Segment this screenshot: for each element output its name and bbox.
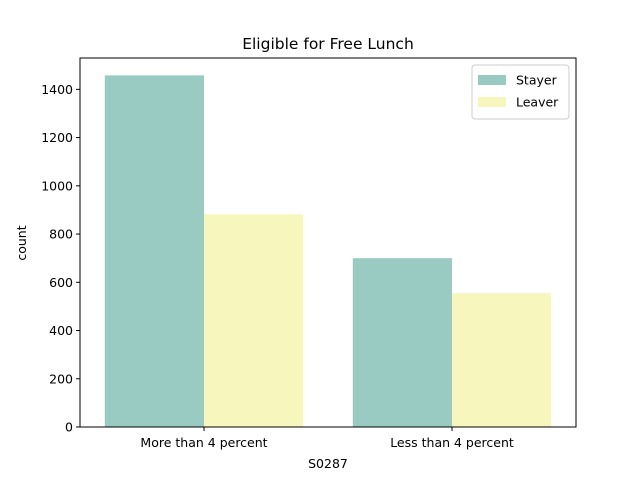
y-axis-label: count bbox=[14, 225, 29, 260]
y-tick-label: 0 bbox=[65, 420, 73, 435]
legend-swatch-stayer bbox=[478, 75, 506, 85]
y-tick-label: 800 bbox=[49, 227, 73, 242]
legend-label-leaver: Leaver bbox=[516, 95, 559, 110]
legend-swatch-leaver bbox=[478, 97, 506, 107]
bar-leaver-0 bbox=[204, 214, 304, 427]
legend-label-stayer: Stayer bbox=[516, 73, 558, 88]
chart-title: Eligible for Free Lunch bbox=[242, 35, 414, 53]
legend: Stayer Leaver bbox=[471, 64, 570, 120]
plot-frame bbox=[79, 57, 577, 428]
y-tick-label: 600 bbox=[49, 275, 73, 290]
bar-leaver-1 bbox=[452, 293, 552, 427]
y-tick-label: 1400 bbox=[41, 82, 73, 97]
y-tick-label: 1000 bbox=[41, 178, 73, 193]
plot-area: 0 200 400 600 800 1000 1200 1400 More than 4 per… bbox=[41, 57, 577, 450]
x-tick-label: More than 4 percent bbox=[140, 435, 267, 450]
y-tick-label: 1200 bbox=[41, 130, 73, 145]
x-tick-label: Less than 4 percent bbox=[390, 435, 514, 450]
bar-stayer-0 bbox=[104, 75, 204, 427]
y-tick-label: 200 bbox=[49, 371, 73, 386]
y-tick-label: 400 bbox=[49, 323, 73, 338]
bar-stayer-1 bbox=[352, 258, 452, 427]
x-axis-label: S0287 bbox=[308, 456, 348, 471]
